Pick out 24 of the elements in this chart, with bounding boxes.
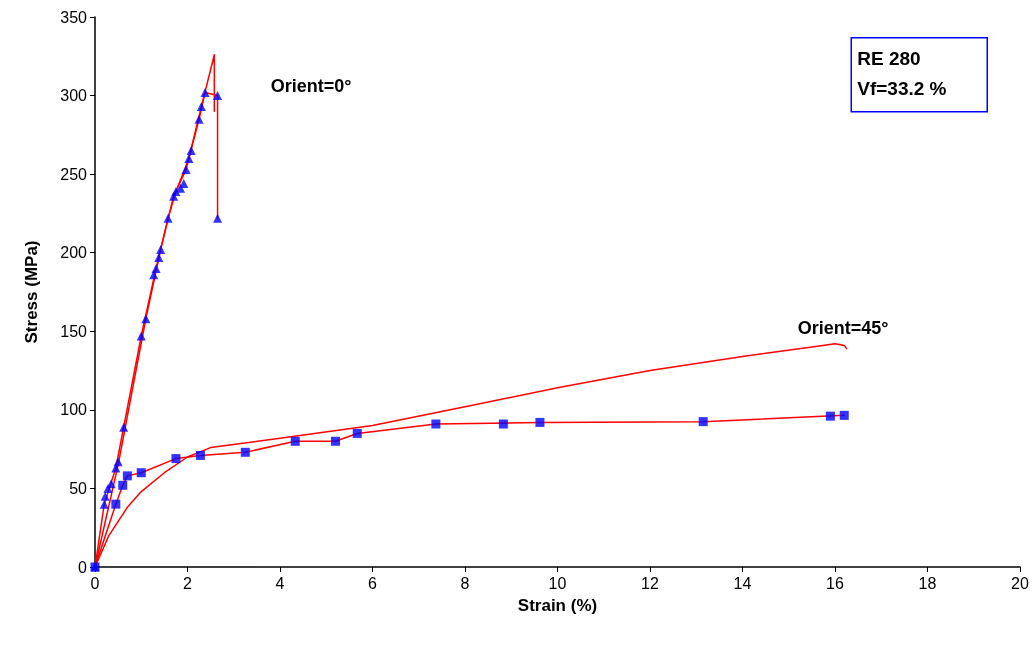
y-tick-label: 300 xyxy=(60,87,88,105)
y-tick-label: 350 xyxy=(60,8,88,26)
x-tick-label: 8 xyxy=(460,574,470,592)
annotation: Orient=45° xyxy=(797,318,889,338)
x-tick-label: 0 xyxy=(90,574,100,592)
x-tick-label: 2 xyxy=(183,574,193,592)
x-tick-label: 6 xyxy=(368,574,378,592)
y-tick-label: 150 xyxy=(60,322,88,340)
x-tick-label: 4 xyxy=(275,574,285,592)
y-tick-label: 250 xyxy=(60,165,88,183)
annotation: Orient=0° xyxy=(270,76,352,96)
y-tick-label: 200 xyxy=(60,244,88,262)
y-tick-label: 50 xyxy=(69,479,88,497)
x-tick-label: 20 xyxy=(1011,574,1029,592)
y-tick-label: 0 xyxy=(78,558,88,576)
y-axis-title: Stress (MPa) xyxy=(22,240,41,344)
x-tick-label: 12 xyxy=(641,574,659,592)
x-tick-label: 18 xyxy=(918,574,937,592)
x-tick-label: 14 xyxy=(733,574,752,592)
annotation: RE 280 Vf=33.2 % xyxy=(857,48,947,100)
x-tick-label: 16 xyxy=(826,574,844,592)
x-tick-label: 10 xyxy=(548,574,567,592)
y-tick-label: 100 xyxy=(60,401,88,419)
x-axis-title: Strain (%) xyxy=(517,596,598,615)
